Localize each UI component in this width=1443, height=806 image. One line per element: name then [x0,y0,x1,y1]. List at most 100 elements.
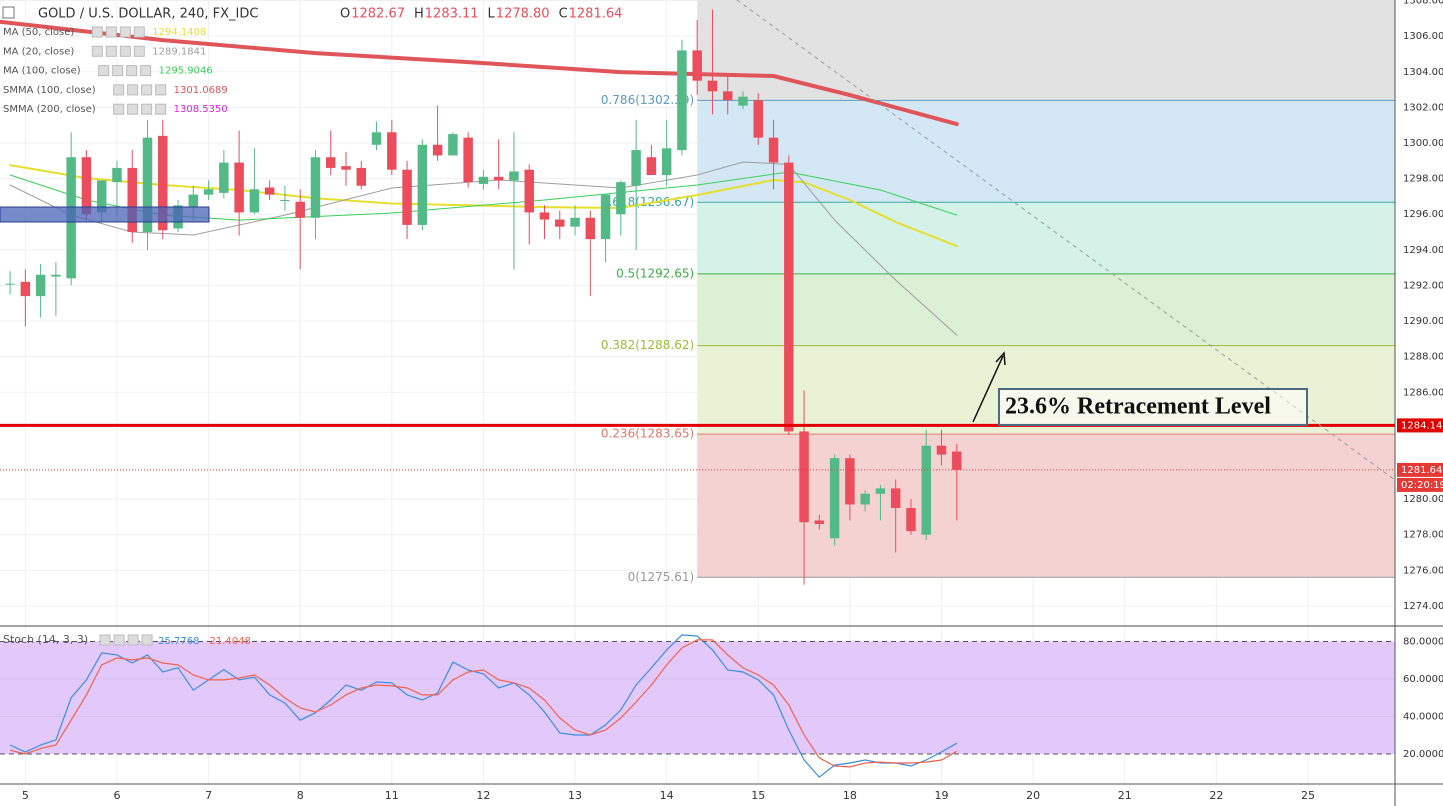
y-tick-label: 1296.00 [1403,209,1443,220]
candle-body [768,137,779,163]
x-tick-label: 11 [385,789,399,802]
candle-body [799,431,809,523]
y-tick-label: 1302.00 [1403,102,1443,113]
candle-body [677,50,687,151]
indicator-line [9,161,958,336]
stoch-layer [0,634,1395,778]
y-tick-label: 80.0000 [1403,636,1443,647]
indicator-name: SMMA (100, close) [3,85,96,96]
stoch-value: 25.7768 [158,636,199,647]
candle-body [356,167,367,186]
fib-label: 0.5(1292.65) [616,266,694,280]
candle-body [96,180,107,213]
candle-body [280,199,290,201]
candle-body [5,283,15,285]
candle-body [35,274,46,297]
stoch-value: 21.4048 [209,636,250,647]
indicator-icon [155,84,167,96]
arrow-head [995,351,1006,366]
indicator-icon [141,634,153,646]
x-tick-label: 15 [751,789,765,802]
indicator-icon [91,26,103,38]
candle-body [310,157,321,218]
candle-body [432,144,443,156]
candle-body [616,182,626,215]
candle-body [921,445,931,535]
annotation: 23.6% Retracement Level [1005,394,1271,420]
candle-body [524,169,534,213]
indicator-value: 1295.9046 [159,66,213,77]
ohlc-key: C [559,7,568,22]
x-tick-label: 7 [205,789,212,802]
indicator-icon [119,26,131,38]
candle-body [142,137,153,233]
price-layer: 0.786(1302.39) 0.618(1296.67) 0.5(1292.65)… [0,9,1395,585]
indicator-icon [155,103,167,115]
candle-body [722,91,733,101]
indicator-icon [127,634,139,646]
candle-body [570,217,580,227]
candle-body [936,445,947,455]
indicator-icon [127,103,139,115]
candle-body [509,171,519,181]
ohlc-value: 1283.11 [425,7,479,22]
indicator-icon [113,634,125,646]
y-tick-label: 1274.00 [1403,601,1443,612]
candle-body [249,189,260,213]
stoch-band [0,641,1395,754]
x-tick-label: 6 [113,789,120,802]
y-tick-label: 1276.00 [1403,565,1443,576]
y-tick-label: 60.0000 [1403,674,1443,685]
y-tick-label: 1292.00 [1403,280,1443,291]
candle-body [51,274,61,277]
candle-body [661,148,672,176]
x-tick-label: 5 [22,789,29,802]
y-tick-label: 1308.00 [1403,0,1443,7]
stoch-line [9,634,958,778]
candle-body [219,162,229,193]
candle-body [692,50,702,81]
indicator-icon [98,65,110,77]
candle-body [600,194,611,240]
candle-body [860,493,870,505]
x-tick-label: 8 [297,789,304,802]
x-tick-label: 18 [843,789,857,802]
indicator-icon [127,84,139,96]
indicator-icon [112,65,124,77]
indicator-name: MA (50, close) [3,27,74,38]
indicator-line [0,19,959,127]
y-tick-label: 1298.00 [1403,174,1443,185]
candle-body [707,80,718,92]
price-axis-bg [1395,0,1443,806]
x-tick-label: 22 [1209,789,1223,802]
candle-body [753,100,764,138]
annotation-arrow [972,355,1004,423]
y-tick-label: 1306.00 [1403,31,1443,42]
candle-body [890,488,901,509]
countdown-label: 02:20:19 [1401,480,1443,491]
indicator-value: 1289.1841 [152,46,206,57]
fib-zone [697,202,1395,274]
x-tick-label: 13 [568,789,582,802]
indicator-value: 1301.0689 [174,85,228,96]
menu-icon[interactable] [2,6,15,19]
indicator-icon [133,45,145,57]
ohlc-value: 1278.80 [496,7,550,22]
x-tick-label: 19 [935,789,949,802]
ohlc-key: L [488,7,496,22]
indicator-icon [126,65,138,77]
x-tick-label: 12 [476,789,490,802]
candle-body [264,187,275,195]
fib-zone [697,273,1395,346]
price-tag-label: 1281.64 [1401,465,1442,476]
candle-body [295,201,305,218]
stoch-title: Stoch (14, 3, 3) [3,633,88,646]
indicator-icon [141,103,153,115]
candle-body [417,144,428,225]
candle-body [20,281,31,297]
candle-body [738,96,748,106]
y-tick-label: 40.0000 [1403,711,1443,722]
candle-body [188,194,199,208]
